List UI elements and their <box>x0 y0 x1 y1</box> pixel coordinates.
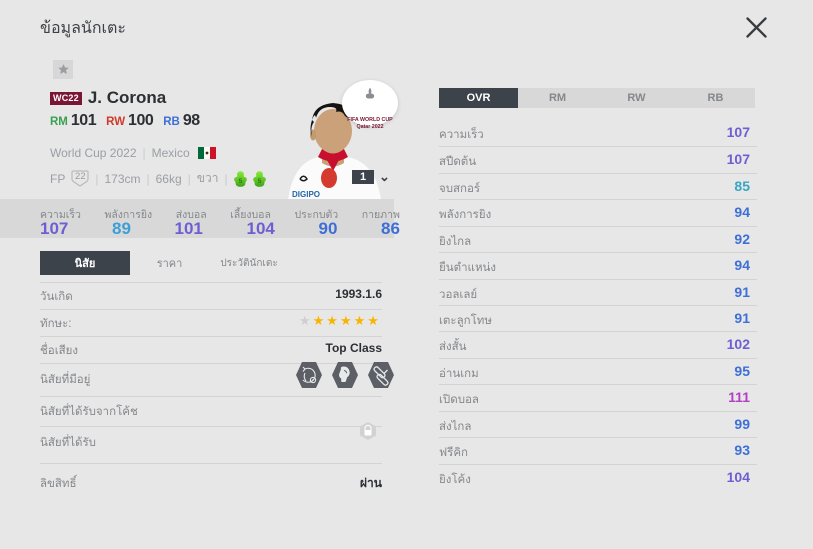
svg-text:5: 5 <box>238 178 242 185</box>
svg-text:DIGIPO: DIGIPO <box>292 190 320 199</box>
svg-text:5: 5 <box>257 178 261 185</box>
